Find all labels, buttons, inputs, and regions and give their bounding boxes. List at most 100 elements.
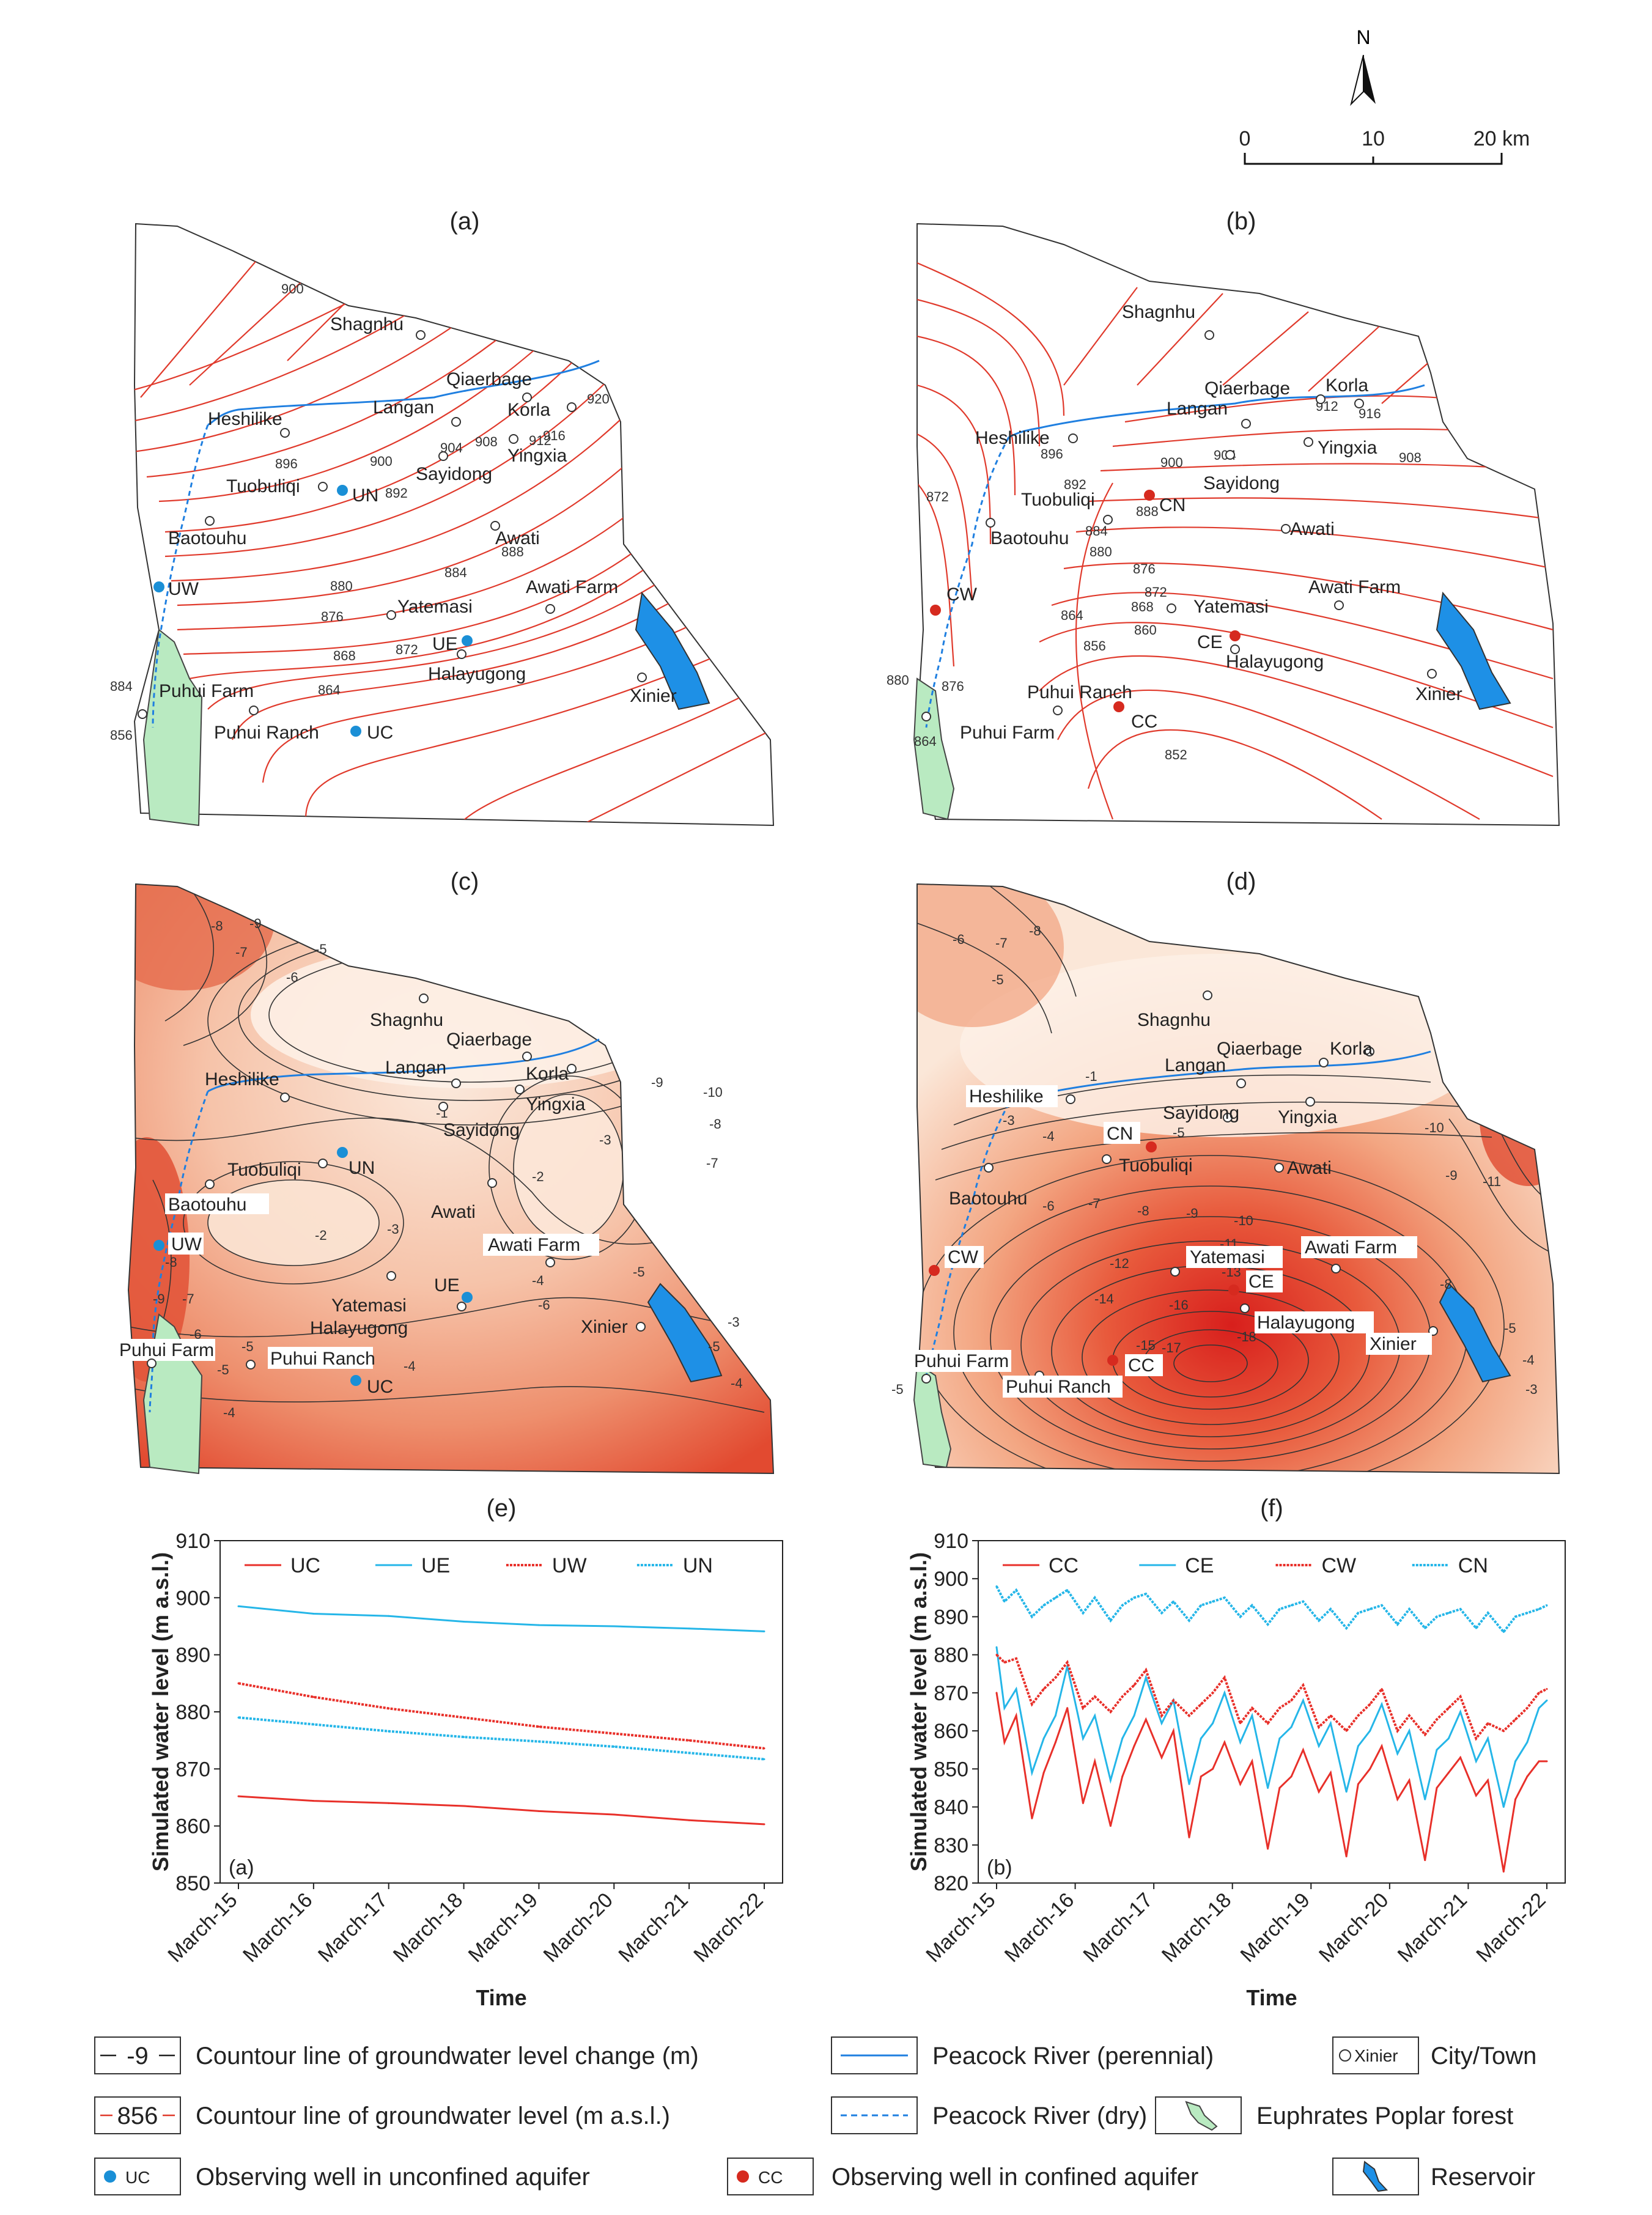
town-label: Xinier	[1370, 1334, 1417, 1354]
svg-text:900: 900	[281, 281, 304, 297]
inner-panel-label: (b)	[987, 1856, 1012, 1879]
data-point-cn	[1329, 1608, 1332, 1610]
data-point-cn	[1424, 1627, 1426, 1629]
data-point-uw	[763, 1747, 765, 1750]
well-label: CE	[1248, 1272, 1274, 1292]
data-point-ce	[1302, 1699, 1304, 1701]
panel-d-label: (d)	[1226, 868, 1256, 895]
town-label: Qiaerbage	[446, 369, 532, 389]
data-point-cn	[1408, 1608, 1410, 1610]
svg-text:868: 868	[1131, 599, 1154, 614]
town-label: Langan	[373, 397, 434, 418]
data-point-uc	[237, 1795, 240, 1797]
series-line-cc	[995, 1692, 1547, 1872]
svg-text:892: 892	[385, 485, 408, 501]
data-point-ce	[1447, 1738, 1450, 1740]
data-point-cc	[1003, 1741, 1006, 1744]
wells-c: UN UW UE UC	[153, 1147, 473, 1397]
data-point-cw	[1172, 1699, 1174, 1701]
town-label: Baotouhu	[168, 528, 246, 548]
data-point-ce	[1396, 1752, 1399, 1755]
legend-item-river-dry: Peacock River (dry)	[831, 2096, 1147, 2134]
data-point-ce	[995, 1646, 998, 1648]
data-point-cw	[1066, 1661, 1069, 1664]
towns-c: Shagnhu Qiaerbage Langan Heshilike Korla…	[116, 993, 646, 1369]
series-line-ue	[238, 1605, 765, 1632]
data-point-cw	[1212, 1692, 1214, 1694]
data-point-ce	[1239, 1741, 1242, 1744]
data-point-cw	[1251, 1707, 1253, 1709]
data-point-cw	[1290, 1699, 1292, 1701]
data-point-cw	[1239, 1722, 1242, 1725]
svg-text:-3: -3	[387, 1222, 399, 1237]
svg-text:-6: -6	[1042, 1198, 1055, 1214]
data-point-ce	[1133, 1714, 1135, 1717]
data-point-ue	[312, 1612, 315, 1615]
x-tick-label: March-17	[1079, 1889, 1157, 1967]
legend-item-level-contour: 856 Countour line of groundwater level (…	[94, 2096, 670, 2134]
data-point-un	[613, 1745, 615, 1748]
data-point-cn	[1054, 1596, 1056, 1599]
svg-text:860: 860	[1134, 622, 1157, 638]
x-tick-label: March-18	[1157, 1889, 1236, 1967]
map-panel-d: (d) -6 -7 -8 -5	[891, 868, 1560, 1475]
svg-text:852: 852	[1165, 747, 1187, 762]
well-label: CC	[1131, 712, 1157, 732]
data-point-cn	[1487, 1612, 1489, 1614]
well-label: CE	[1197, 632, 1223, 652]
well-label: CN	[1159, 495, 1186, 515]
data-point-cn	[1267, 1623, 1269, 1626]
data-point-ue	[463, 1621, 465, 1623]
data-point-cn	[1042, 1604, 1045, 1607]
svg-text:896: 896	[1041, 446, 1063, 462]
series-line-uw	[238, 1682, 765, 1750]
river-dry	[925, 437, 1010, 728]
data-point-cc	[1160, 1756, 1163, 1759]
data-point-ce	[1436, 1749, 1438, 1751]
town-label: Baotouhu	[990, 528, 1069, 548]
svg-text:-10: -10	[703, 1085, 723, 1100]
y-tick-label: 820	[934, 1872, 968, 1895]
y-tick-label: 900	[175, 1587, 210, 1610]
data-point-ce	[1538, 1707, 1540, 1709]
data-point-un	[537, 1741, 540, 1743]
data-point-cw	[1121, 1695, 1124, 1698]
map-panel-c: (c) -8 -9 -7	[116, 868, 775, 1475]
data-point-cn	[995, 1585, 998, 1588]
svg-text:892: 892	[1064, 477, 1086, 492]
contour-labels-b: 912 916 896 900 904 908 892 888 884 880 …	[887, 399, 1422, 762]
svg-text:916: 916	[1359, 406, 1381, 421]
data-point-ce	[1082, 1738, 1084, 1740]
well-label: UE	[432, 634, 458, 654]
town-label: Langan	[385, 1058, 446, 1078]
data-point-cw	[1302, 1684, 1304, 1686]
x-tick-label: March-19	[464, 1889, 542, 1967]
data-point-ce	[1121, 1738, 1124, 1740]
y-tick-label: 910	[934, 1530, 968, 1553]
town-label: Sayidong	[416, 464, 492, 484]
svg-text:Peacock River (perennial): Peacock River (perennial)	[932, 2043, 1214, 2069]
x-tick-label: March-15	[921, 1889, 1000, 1967]
svg-text:-6: -6	[190, 1327, 202, 1342]
legend-label-un: UN	[683, 1554, 713, 1577]
data-point-ce	[1003, 1707, 1006, 1709]
svg-text:-5: -5	[992, 972, 1004, 987]
towns-d: Shagnhu Qiaerbage Korla Langan Heshilike…	[911, 990, 1438, 1398]
town-label: Korla	[526, 1064, 569, 1084]
data-point-cc	[1015, 1714, 1017, 1717]
svg-text:-9: -9	[1445, 1168, 1458, 1183]
svg-text:876: 876	[1133, 561, 1156, 577]
data-point-cw	[1546, 1688, 1548, 1690]
town-label: Tuobuliqi	[227, 1160, 301, 1180]
town-label: Yatemasi	[397, 597, 473, 617]
data-point-cc	[1109, 1825, 1112, 1827]
svg-text:876: 876	[942, 679, 964, 694]
data-point-cw	[1475, 1738, 1477, 1740]
x-tick-label: March-18	[389, 1889, 467, 1967]
svg-text:-5: -5	[1504, 1321, 1516, 1336]
svg-text:-5: -5	[891, 1382, 904, 1397]
svg-text:900: 900	[370, 454, 393, 469]
legend-item-change-contour: -9 Countour line of groundwater level ch…	[94, 2036, 699, 2074]
town-label: Langan	[1167, 399, 1228, 419]
data-point-cc	[1408, 1779, 1410, 1782]
